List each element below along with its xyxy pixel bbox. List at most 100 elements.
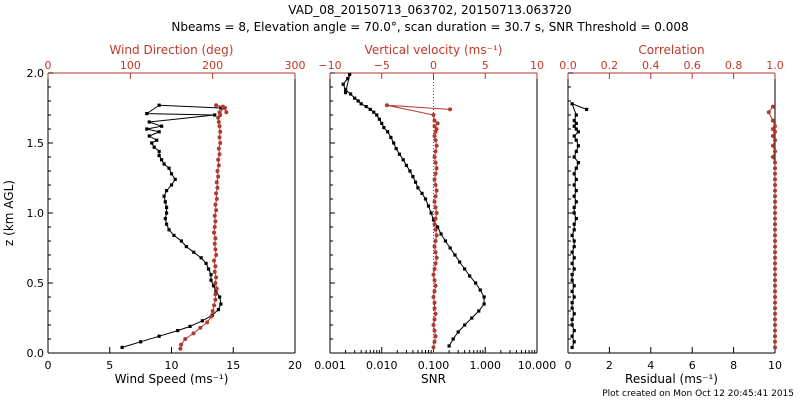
- data-point: [389, 135, 393, 139]
- data-point: [570, 273, 574, 277]
- data-point: [773, 216, 777, 221]
- x-top-tick-label: 10: [530, 59, 544, 72]
- data-point: [200, 319, 204, 323]
- data-point: [458, 260, 462, 264]
- x-top-tick-label: 0.6: [683, 59, 701, 72]
- data-point: [213, 219, 218, 224]
- data-point: [157, 130, 161, 134]
- data-point: [570, 301, 574, 305]
- data-point: [209, 273, 213, 277]
- data-point: [433, 216, 438, 221]
- data-point: [188, 324, 192, 328]
- data-point: [433, 261, 438, 266]
- data-point: [773, 311, 777, 316]
- footer-text: Plot created on Mon Oct 12 20:45:41 2015: [602, 389, 794, 399]
- data-point: [570, 306, 574, 310]
- series-bottom: [120, 103, 223, 349]
- data-point: [216, 163, 221, 168]
- data-point: [773, 334, 777, 339]
- data-point: [432, 118, 437, 123]
- x-bottom-tick-label: 4: [647, 359, 654, 372]
- data-point: [433, 250, 438, 255]
- data-point: [473, 281, 478, 285]
- x-top-tick-label: 0.8: [725, 59, 743, 72]
- data-point: [432, 267, 437, 271]
- data-point: [770, 134, 775, 138]
- data-point: [572, 284, 576, 288]
- data-point: [773, 239, 777, 243]
- data-point: [478, 288, 482, 292]
- x-bottom-tick-label: 10: [165, 359, 179, 372]
- data-point: [397, 152, 402, 156]
- data-point: [773, 222, 777, 227]
- data-point: [214, 275, 219, 280]
- data-point: [120, 345, 124, 349]
- data-point: [213, 247, 218, 252]
- data-point: [770, 104, 775, 109]
- data-point: [572, 194, 576, 198]
- data-point: [773, 227, 777, 232]
- data-point: [574, 200, 578, 204]
- data-point: [343, 91, 348, 95]
- data-point: [570, 323, 574, 327]
- data-point: [773, 317, 777, 322]
- data-point: [147, 120, 151, 124]
- data-point: [215, 169, 220, 173]
- data-point: [341, 82, 345, 86]
- data-point: [570, 345, 574, 349]
- data-point: [217, 110, 222, 115]
- data-point: [217, 124, 222, 129]
- data-point: [585, 107, 589, 111]
- data-point: [433, 160, 438, 165]
- data-point: [348, 92, 353, 96]
- data-point: [435, 225, 440, 229]
- data-point: [209, 314, 214, 319]
- series-line: [768, 106, 776, 348]
- data-point: [432, 328, 437, 333]
- data-point: [150, 141, 154, 145]
- data-point: [433, 239, 438, 243]
- data-point: [574, 121, 578, 125]
- data-point: [157, 103, 161, 107]
- data-point: [204, 261, 208, 265]
- data-point: [766, 110, 771, 115]
- data-point: [375, 113, 379, 117]
- data-point: [574, 166, 578, 170]
- data-point: [432, 155, 437, 159]
- data-point: [431, 295, 436, 299]
- data-point: [164, 205, 169, 209]
- x-bottom-tick-label: 20: [288, 359, 302, 372]
- data-point: [179, 342, 184, 347]
- data-point: [218, 295, 222, 299]
- data-point: [356, 99, 360, 103]
- series-top: [178, 103, 229, 351]
- x-top-tick-label: 0: [430, 59, 437, 72]
- data-point: [179, 239, 183, 243]
- data-point: [224, 110, 229, 115]
- data-point: [216, 146, 221, 151]
- data-point: [773, 295, 777, 299]
- data-point: [157, 154, 161, 158]
- data-point: [429, 211, 433, 215]
- data-point: [213, 202, 218, 207]
- data-point: [147, 134, 151, 138]
- data-point: [572, 119, 576, 123]
- x-bottom-tick-label: 0.001: [314, 359, 346, 372]
- data-point: [773, 166, 777, 171]
- data-point: [423, 197, 428, 201]
- data-point: [448, 107, 453, 112]
- title-line-2: Nbeams = 8, Elevation angle = 70.0°, sca…: [171, 20, 688, 34]
- data-point: [773, 250, 777, 255]
- data-point: [463, 323, 467, 327]
- data-point: [570, 317, 574, 321]
- data-point: [432, 339, 437, 344]
- data-point: [482, 302, 486, 306]
- data-point: [184, 245, 188, 249]
- data-point: [382, 126, 386, 130]
- y-tick-label: 0.5: [27, 277, 45, 290]
- data-point: [773, 129, 777, 134]
- data-point: [576, 144, 580, 148]
- x-top-tick-label: 100: [120, 59, 141, 72]
- x-bottom-tick-label: 5: [106, 359, 113, 372]
- data-point: [773, 278, 777, 283]
